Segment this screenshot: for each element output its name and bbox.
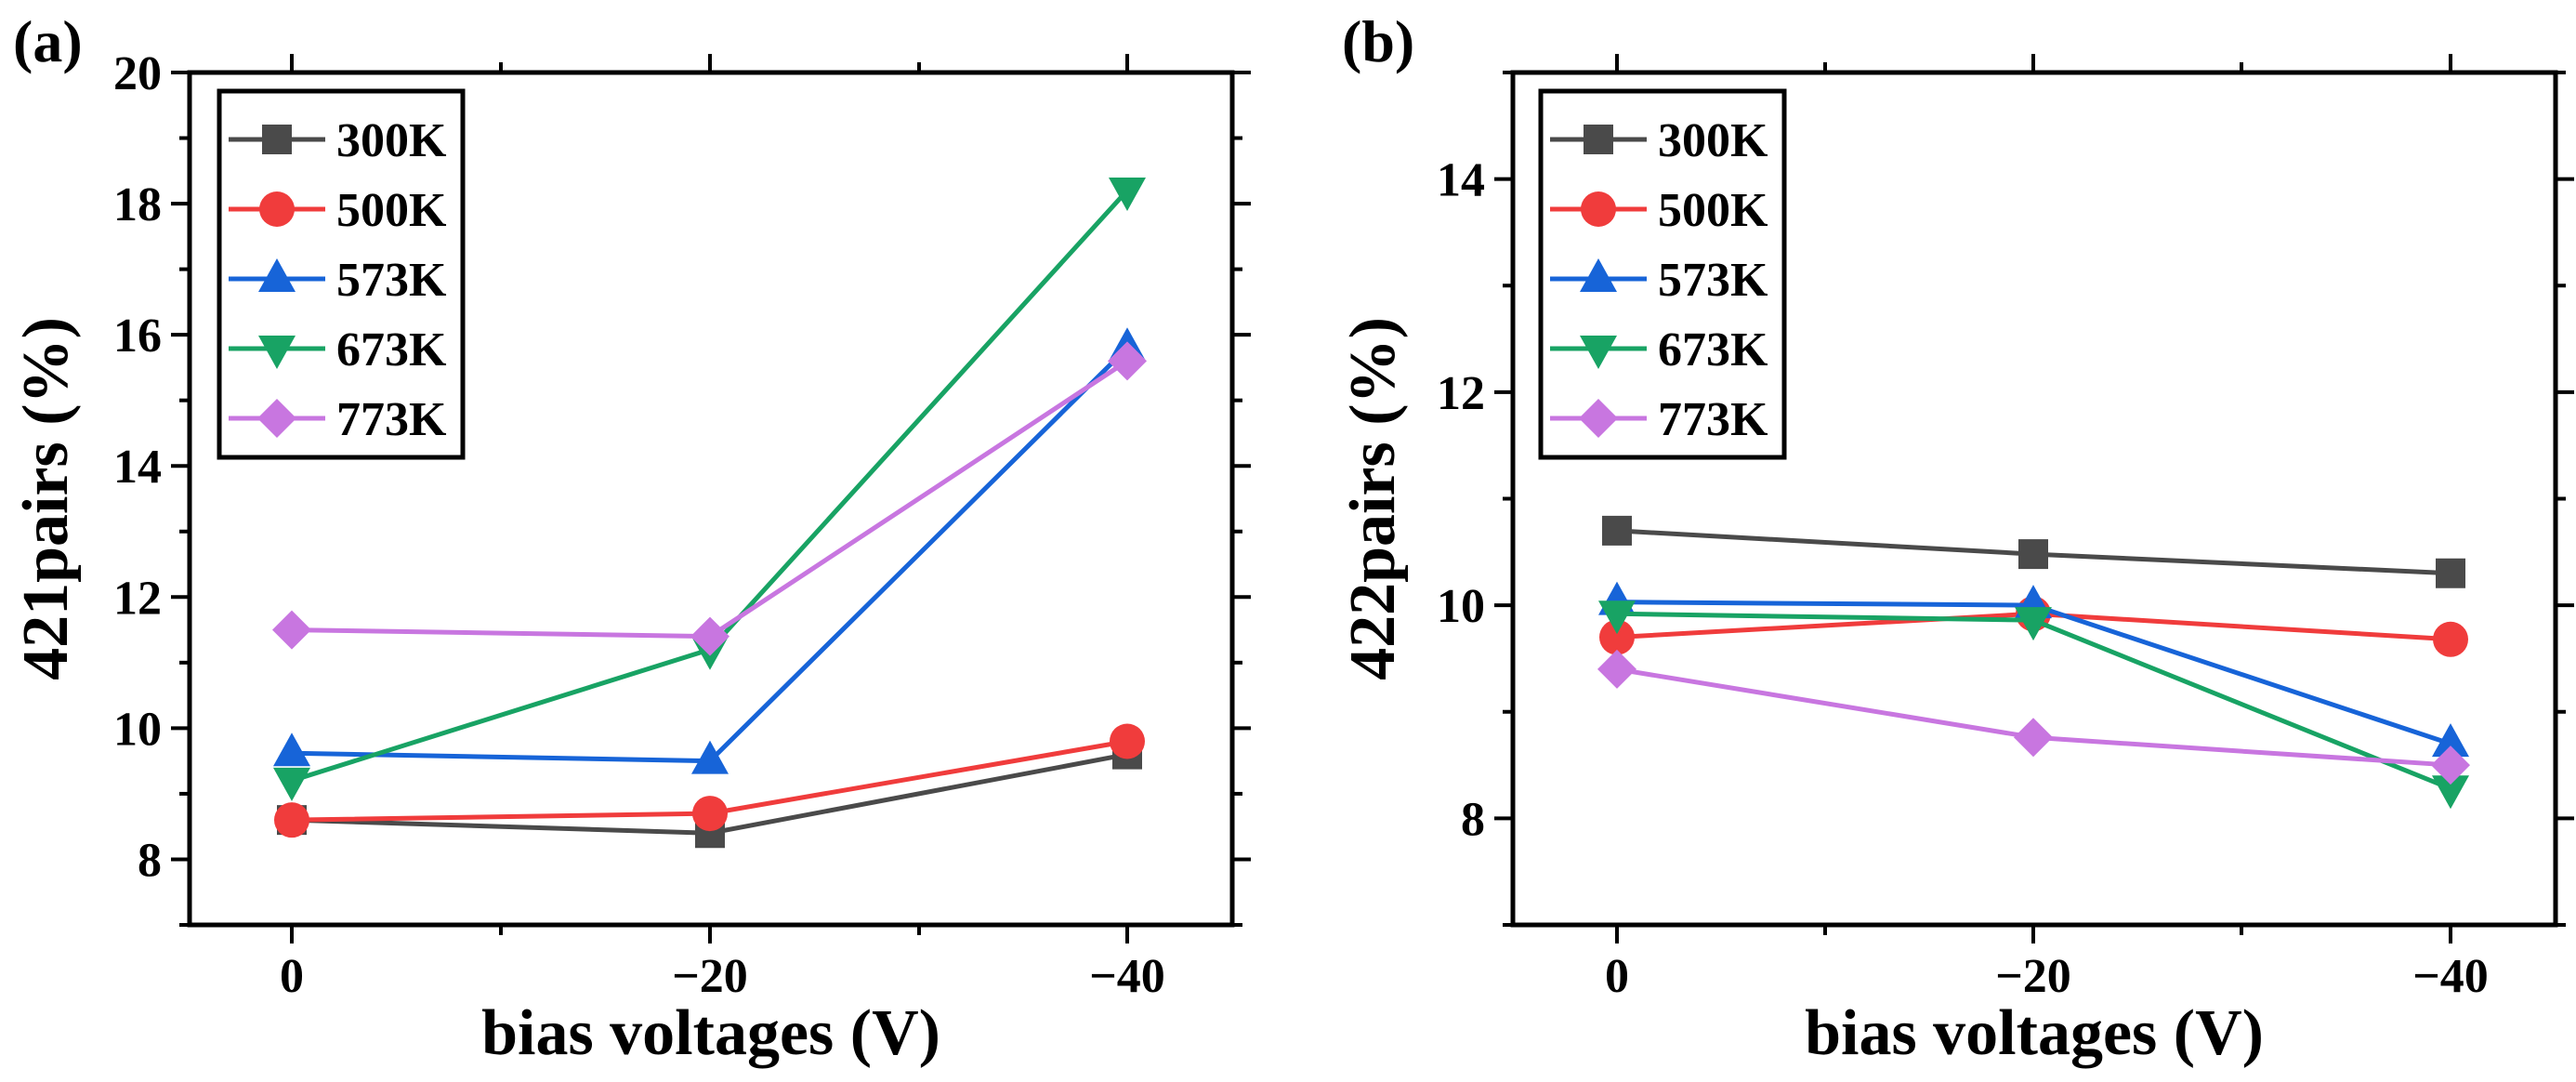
legend-marker (1584, 125, 1613, 154)
data-point (273, 767, 310, 801)
legend-label: 673K (336, 323, 447, 376)
legend-label: 573K (336, 254, 447, 307)
y-tick-label: 10 (113, 703, 162, 756)
legend-marker (259, 191, 295, 227)
data-point (1598, 600, 1636, 635)
data-point (2431, 746, 2470, 785)
data-point (1602, 515, 1632, 546)
data-point (2432, 723, 2469, 758)
legend-label: 500K (336, 184, 447, 237)
legend-label: 773K (336, 393, 447, 446)
x-axis-title: bias voltages (V) (481, 997, 940, 1069)
y-tick-label: 12 (1437, 367, 1485, 420)
series-300K (1602, 515, 2465, 588)
data-point (2014, 718, 2053, 758)
x-tick-label: 0 (1605, 950, 1629, 1003)
legend-marker (258, 258, 296, 292)
y-tick-label: 8 (1461, 793, 1485, 846)
data-point (2436, 558, 2465, 588)
data-point (273, 732, 310, 767)
legend-label: 673K (1658, 323, 1768, 376)
legend-box (1538, 88, 1787, 460)
series-773K (1597, 649, 2470, 785)
y-tick-label: 8 (138, 834, 162, 887)
data-point (274, 802, 309, 838)
data-point (2433, 621, 2468, 657)
x-tick-label: −40 (1089, 950, 1165, 1003)
legend: 300K 500K 573K 673K 773K (1538, 88, 1787, 460)
data-point (2018, 539, 2048, 570)
y-tick-label: 18 (113, 178, 162, 231)
panel-label: (b) (1342, 8, 1414, 74)
y-tick-label: 10 (1437, 580, 1485, 633)
data-point (691, 740, 729, 774)
data-point (690, 616, 729, 656)
y-tick-label: 14 (1437, 154, 1485, 207)
legend-marker (1581, 191, 1616, 227)
data-point (1108, 341, 1147, 381)
y-tick-label: 14 (113, 441, 162, 494)
y-tick-label: 20 (113, 47, 162, 100)
legend-label: 300K (1658, 114, 1768, 167)
legend-box (217, 88, 466, 460)
data-point (1599, 619, 1635, 655)
data-point (1597, 649, 1636, 689)
panel-label: (a) (13, 8, 83, 74)
y-axis-title: 421pairs (%) (10, 317, 82, 680)
series-500K (274, 723, 1145, 838)
legend-marker (1579, 399, 1618, 438)
legend-marker (1580, 336, 1617, 369)
legend-label: 300K (336, 114, 447, 167)
legend-label: 500K (1658, 184, 1768, 237)
y-tick-label: 12 (113, 572, 162, 625)
legend-label: 573K (1658, 254, 1768, 307)
data-point (1109, 177, 1146, 211)
x-tick-label: −20 (1995, 950, 2071, 1003)
data-point (2432, 775, 2469, 810)
y-tick-label: 16 (113, 310, 162, 363)
data-point (272, 610, 311, 650)
data-point (1110, 723, 1145, 759)
y-axis-title: 422pairs (%) (1337, 317, 1409, 680)
series-773K (272, 341, 1147, 656)
chart-panel-2: (b) 8 10 12 14 0 −20 −40 bias voltages (V) 422pai… (1337, 8, 2574, 1069)
legend-label: 773K (1658, 393, 1768, 446)
series-673K (1598, 600, 2469, 810)
data-point (692, 796, 728, 832)
x-tick-label: −40 (2412, 950, 2489, 1003)
legend-marker (258, 336, 296, 369)
legend-marker (1580, 258, 1617, 292)
legend-marker (257, 399, 296, 438)
legend-marker (262, 125, 292, 154)
chart-panel-1: (a) 8 10 12 14 16 18 20 0 −20 −40 bias voltages (V)… (10, 8, 1251, 1069)
x-axis-title: bias voltages (V) (1805, 997, 2264, 1069)
x-tick-label: 0 (280, 950, 304, 1003)
legend: 300K 500K 573K 673K 773K (217, 88, 466, 460)
data-point (2015, 607, 2052, 641)
x-tick-label: −20 (672, 950, 748, 1003)
